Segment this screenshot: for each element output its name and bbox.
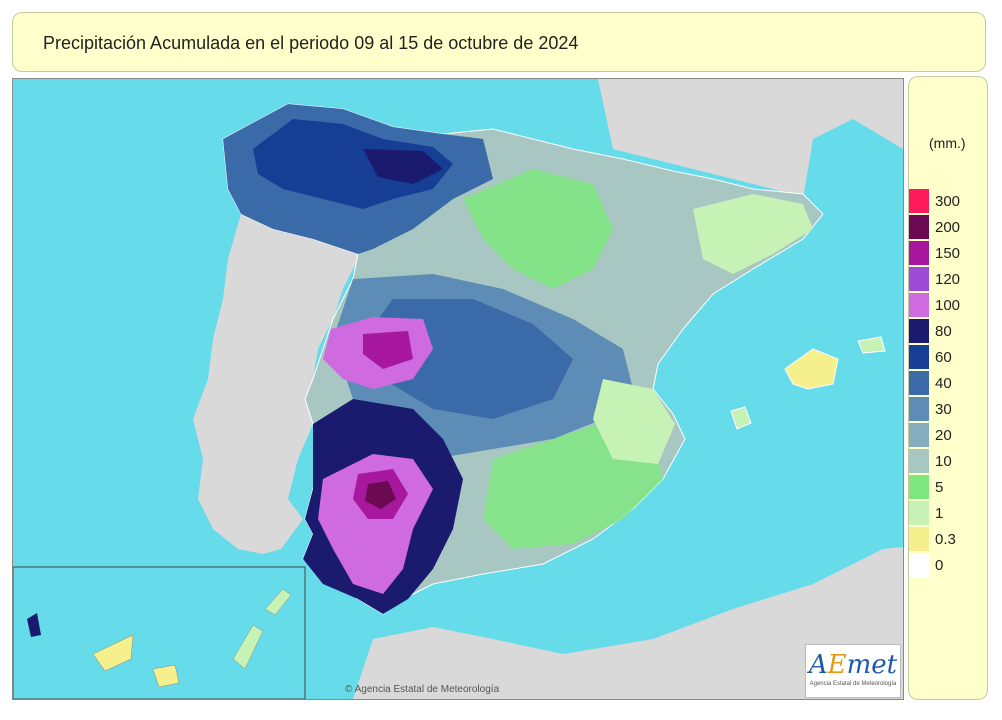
- legend-swatch-40: [909, 371, 929, 395]
- zone-150mm-extremadura: [363, 331, 413, 369]
- aemet-logo-a: A: [808, 650, 828, 680]
- france-landmass: [598, 79, 903, 199]
- legend-swatch-10: [909, 449, 929, 473]
- legend-units: (mm.): [929, 135, 966, 151]
- legend-swatch-80: [909, 319, 929, 343]
- zone-5mm-ebro: [463, 169, 613, 289]
- aemet-logo: AEmet Agencia Estatal de Meteorología: [805, 644, 901, 698]
- legend-label-300: 300: [935, 193, 961, 210]
- legend-swatch-30: [909, 397, 929, 421]
- legend-label-20: 20: [935, 427, 952, 444]
- aemet-logo-met: met: [846, 650, 898, 680]
- legend-swatch-0.3: [909, 527, 929, 551]
- map-canvas: [13, 79, 903, 699]
- title-panel: Precipitación Acumulada en el periodo 09…: [12, 12, 986, 72]
- aemet-logo-e: E: [827, 650, 847, 680]
- legend-swatch-300: [909, 189, 929, 213]
- legend-swatch-150: [909, 241, 929, 265]
- zone-1mm-catalonia: [693, 194, 813, 274]
- legend-label-0.3: 0.3: [935, 531, 956, 548]
- legend-label-5: 5: [935, 479, 944, 496]
- canary-island-fuerteventura: [232, 624, 264, 670]
- zone-80mm-north-inner: [363, 149, 443, 184]
- menorca-island: [857, 336, 886, 354]
- map-title: Precipitación Acumulada en el periodo 09…: [43, 33, 579, 53]
- legend-label-120: 120: [935, 271, 961, 288]
- legend-label-60: 60: [935, 349, 952, 366]
- canary-island-lanzarote: [264, 588, 292, 616]
- legend-swatch-60: [909, 345, 929, 369]
- precipitation-map[interactable]: © Agencia Estatal de Meteorología AEmet …: [12, 78, 904, 700]
- legend-label-30: 30: [935, 401, 952, 418]
- aemet-logo-subtitle: Agencia Estatal de Meteorología: [809, 681, 897, 687]
- zone-1mm-valencia: [593, 379, 675, 464]
- zone-200mm-andalucia: [365, 481, 396, 509]
- legend-swatch-0: [909, 553, 929, 577]
- map-credit: © Agencia Estatal de Meteorología: [345, 684, 500, 695]
- legend-label-150: 150: [935, 245, 961, 262]
- legend-label-0: 0: [935, 557, 944, 574]
- portugal-landmass: [193, 214, 363, 554]
- legend-panel: (mm.) 300 200 150 120 100 80 60 40 30 20 10 5 1 0.3 0: [908, 76, 988, 700]
- legend-swatch-100: [909, 293, 929, 317]
- legend-label-40: 40: [935, 375, 952, 392]
- legend-swatch-20: [909, 423, 929, 447]
- legend-label-200: 200: [935, 219, 961, 236]
- aemet-logo-word: AEmet: [806, 649, 900, 681]
- legend-label-80: 80: [935, 323, 952, 340]
- legend-label-100: 100: [935, 297, 961, 314]
- legend-label-10: 10: [935, 453, 952, 470]
- legend-label-1: 1: [935, 505, 944, 522]
- legend-swatch-200: [909, 215, 929, 239]
- mallorca-island: [784, 348, 839, 390]
- canary-island-tenerife: [92, 634, 134, 672]
- legend-swatch-120: [909, 267, 929, 291]
- canary-island-lapalma: [27, 613, 41, 637]
- legend-scale: 300 200 150 120 100 80 60 40 30 20 10 5 1 0.3 0: [909, 189, 989, 589]
- legend-swatch-5: [909, 475, 929, 499]
- africa-landmass: [353, 547, 903, 699]
- legend-swatch-1: [909, 501, 929, 525]
- zone-80mm-north: [253, 119, 453, 209]
- ibiza-island: [730, 406, 752, 430]
- canary-island-grancanaria: [152, 664, 180, 688]
